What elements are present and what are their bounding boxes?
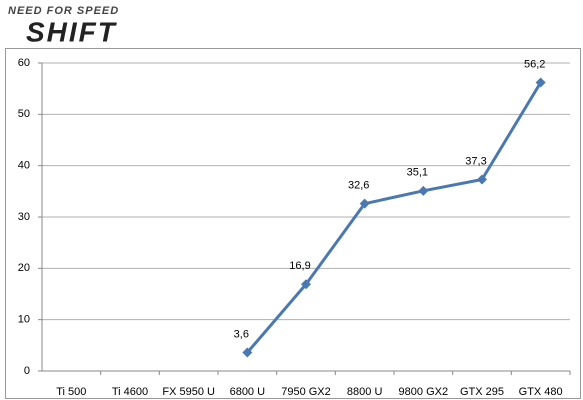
data-label: 3,6 [234, 328, 249, 340]
x-tick-label: 6800 U [230, 386, 266, 398]
data-marker [477, 174, 487, 185]
chart-frame [5, 48, 581, 399]
data-label: 32,6 [348, 180, 369, 192]
x-tick-label: 7950 GX2 [281, 386, 331, 398]
x-tick-label: Ti 500 [56, 386, 86, 398]
x-tick-label: GTX 295 [460, 386, 504, 398]
x-tick-label: FX 5950 U [162, 386, 215, 398]
y-tick-label: 40 [18, 160, 30, 172]
x-tick-label: 8800 U [347, 386, 383, 398]
y-tick-label: 0 [24, 365, 30, 377]
data-marker [535, 77, 546, 88]
data-label: 35,1 [407, 167, 428, 179]
logo-title: SHIFT [26, 16, 118, 47]
x-tick-label: Ti 4600 [112, 386, 148, 398]
data-marker [242, 347, 253, 358]
y-tick-label: 30 [18, 211, 30, 223]
y-tick-label: 50 [18, 108, 30, 120]
data-marker [418, 185, 429, 196]
y-tick-label: 20 [18, 262, 30, 274]
logo-subtitle: NEED FOR SPEED [8, 5, 119, 17]
data-label: 37,3 [465, 155, 486, 167]
data-line [246, 81, 542, 354]
x-tick-label: GTX 480 [519, 386, 563, 398]
y-tick-label: 10 [18, 314, 30, 326]
data-marker [301, 279, 311, 290]
data-marker [359, 198, 370, 209]
data-label: 56,2 [524, 58, 545, 70]
x-tick-label: 9800 GX2 [399, 386, 449, 398]
data-label: 16,9 [289, 260, 310, 272]
y-tick-label: 60 [18, 57, 30, 69]
